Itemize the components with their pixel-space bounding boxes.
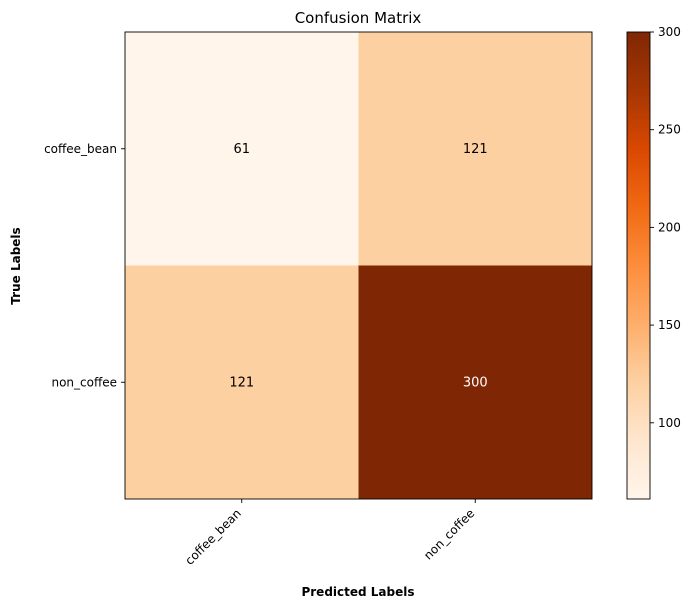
y-axis-ticks: coffee_bean non_coffee — [44, 142, 125, 389]
heatmap-cells: 61 121 121 300 — [125, 32, 592, 499]
colorbar-tick-label: 200 — [658, 220, 681, 234]
cell-value-label: 121 — [229, 375, 254, 390]
heatmap-cell — [358, 32, 592, 266]
colorbar-tick-label: 300 — [658, 25, 681, 39]
x-tick-label: non_coffee — [421, 506, 477, 562]
cell-value-label: 121 — [463, 142, 488, 157]
cell-value-label: 61 — [233, 142, 250, 157]
colorbar-tick-label: 100 — [658, 416, 681, 430]
colorbar — [626, 31, 651, 500]
x-axis-label: Predicted Labels — [301, 585, 414, 599]
chart-title: Confusion Matrix — [295, 9, 422, 27]
x-tick-label: coffee_bean — [182, 506, 243, 567]
y-axis-label: True Labels — [9, 227, 23, 304]
heatmap-cell — [358, 265, 592, 499]
heatmap-cell — [125, 32, 359, 266]
heatmap-frame — [124, 31, 593, 500]
heatmap-cell — [125, 265, 359, 499]
y-tick-label: non_coffee — [51, 375, 117, 389]
colorbar-tick-label: 250 — [658, 123, 681, 137]
colorbar-ticks: 100 150 200 250 300 — [650, 25, 681, 430]
y-tick-label: coffee_bean — [44, 142, 117, 156]
cell-value-label: 300 — [463, 375, 488, 390]
colorbar-tick-label: 150 — [658, 318, 681, 332]
x-axis-ticks: coffee_bean non_coffee — [182, 499, 477, 568]
